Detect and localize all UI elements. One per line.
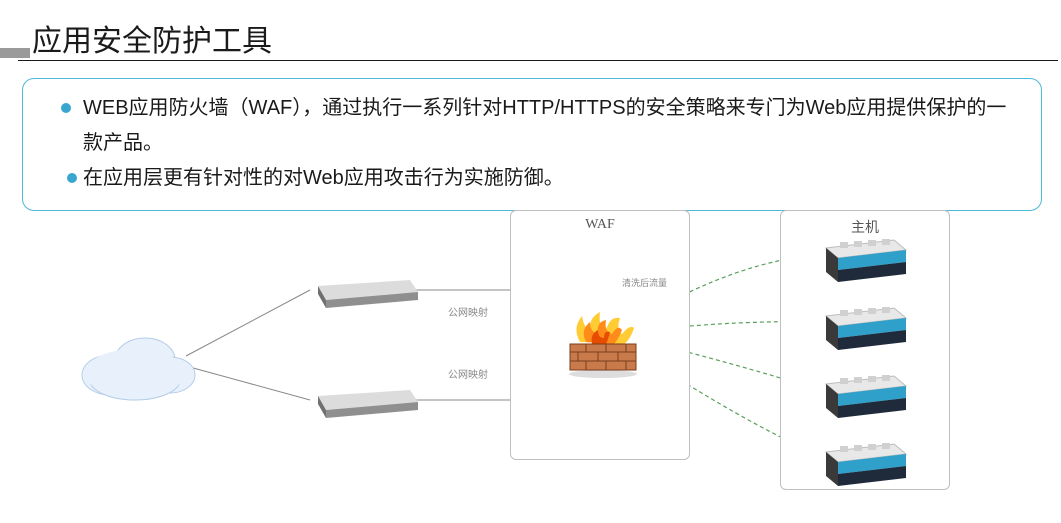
bullet-item-1: WEB应用防火墙（WAF），通过执行一系列针对HTTP/HTTPS的安全策略来专…	[83, 91, 1011, 161]
bullet-dot-icon	[67, 173, 77, 183]
mapping-label-top: 公网映射	[448, 304, 488, 319]
bullet-item-2: 在应用层更有针对性的对Web应用攻击行为实施防御。	[83, 161, 1011, 196]
flow-label: 清洗后流量	[620, 276, 669, 289]
page-title: 应用安全防护工具	[32, 16, 272, 60]
network-diagram: 公网映射 公网映射 WAF	[0, 200, 1061, 520]
bullet-text-2: 在应用层更有针对性的对Web应用攻击行为实施防御。	[83, 167, 564, 189]
waf-box-label: WAF	[511, 217, 689, 233]
title-underline	[18, 60, 1058, 61]
switch-bottom-icon	[310, 388, 410, 410]
bullet-dot-icon	[61, 103, 71, 113]
mapping-label-bottom: 公网映射	[448, 366, 488, 381]
info-box: WEB应用防火墙（WAF），通过执行一系列针对HTTP/HTTPS的安全策略来专…	[22, 78, 1042, 211]
bullet-text-1: WEB应用防火墙（WAF），通过执行一系列针对HTTP/HTTPS的安全策略来专…	[83, 97, 1006, 154]
switch-top-icon	[310, 278, 410, 300]
title-accent-bar	[0, 48, 30, 58]
host-box-label: 主机	[781, 217, 949, 237]
